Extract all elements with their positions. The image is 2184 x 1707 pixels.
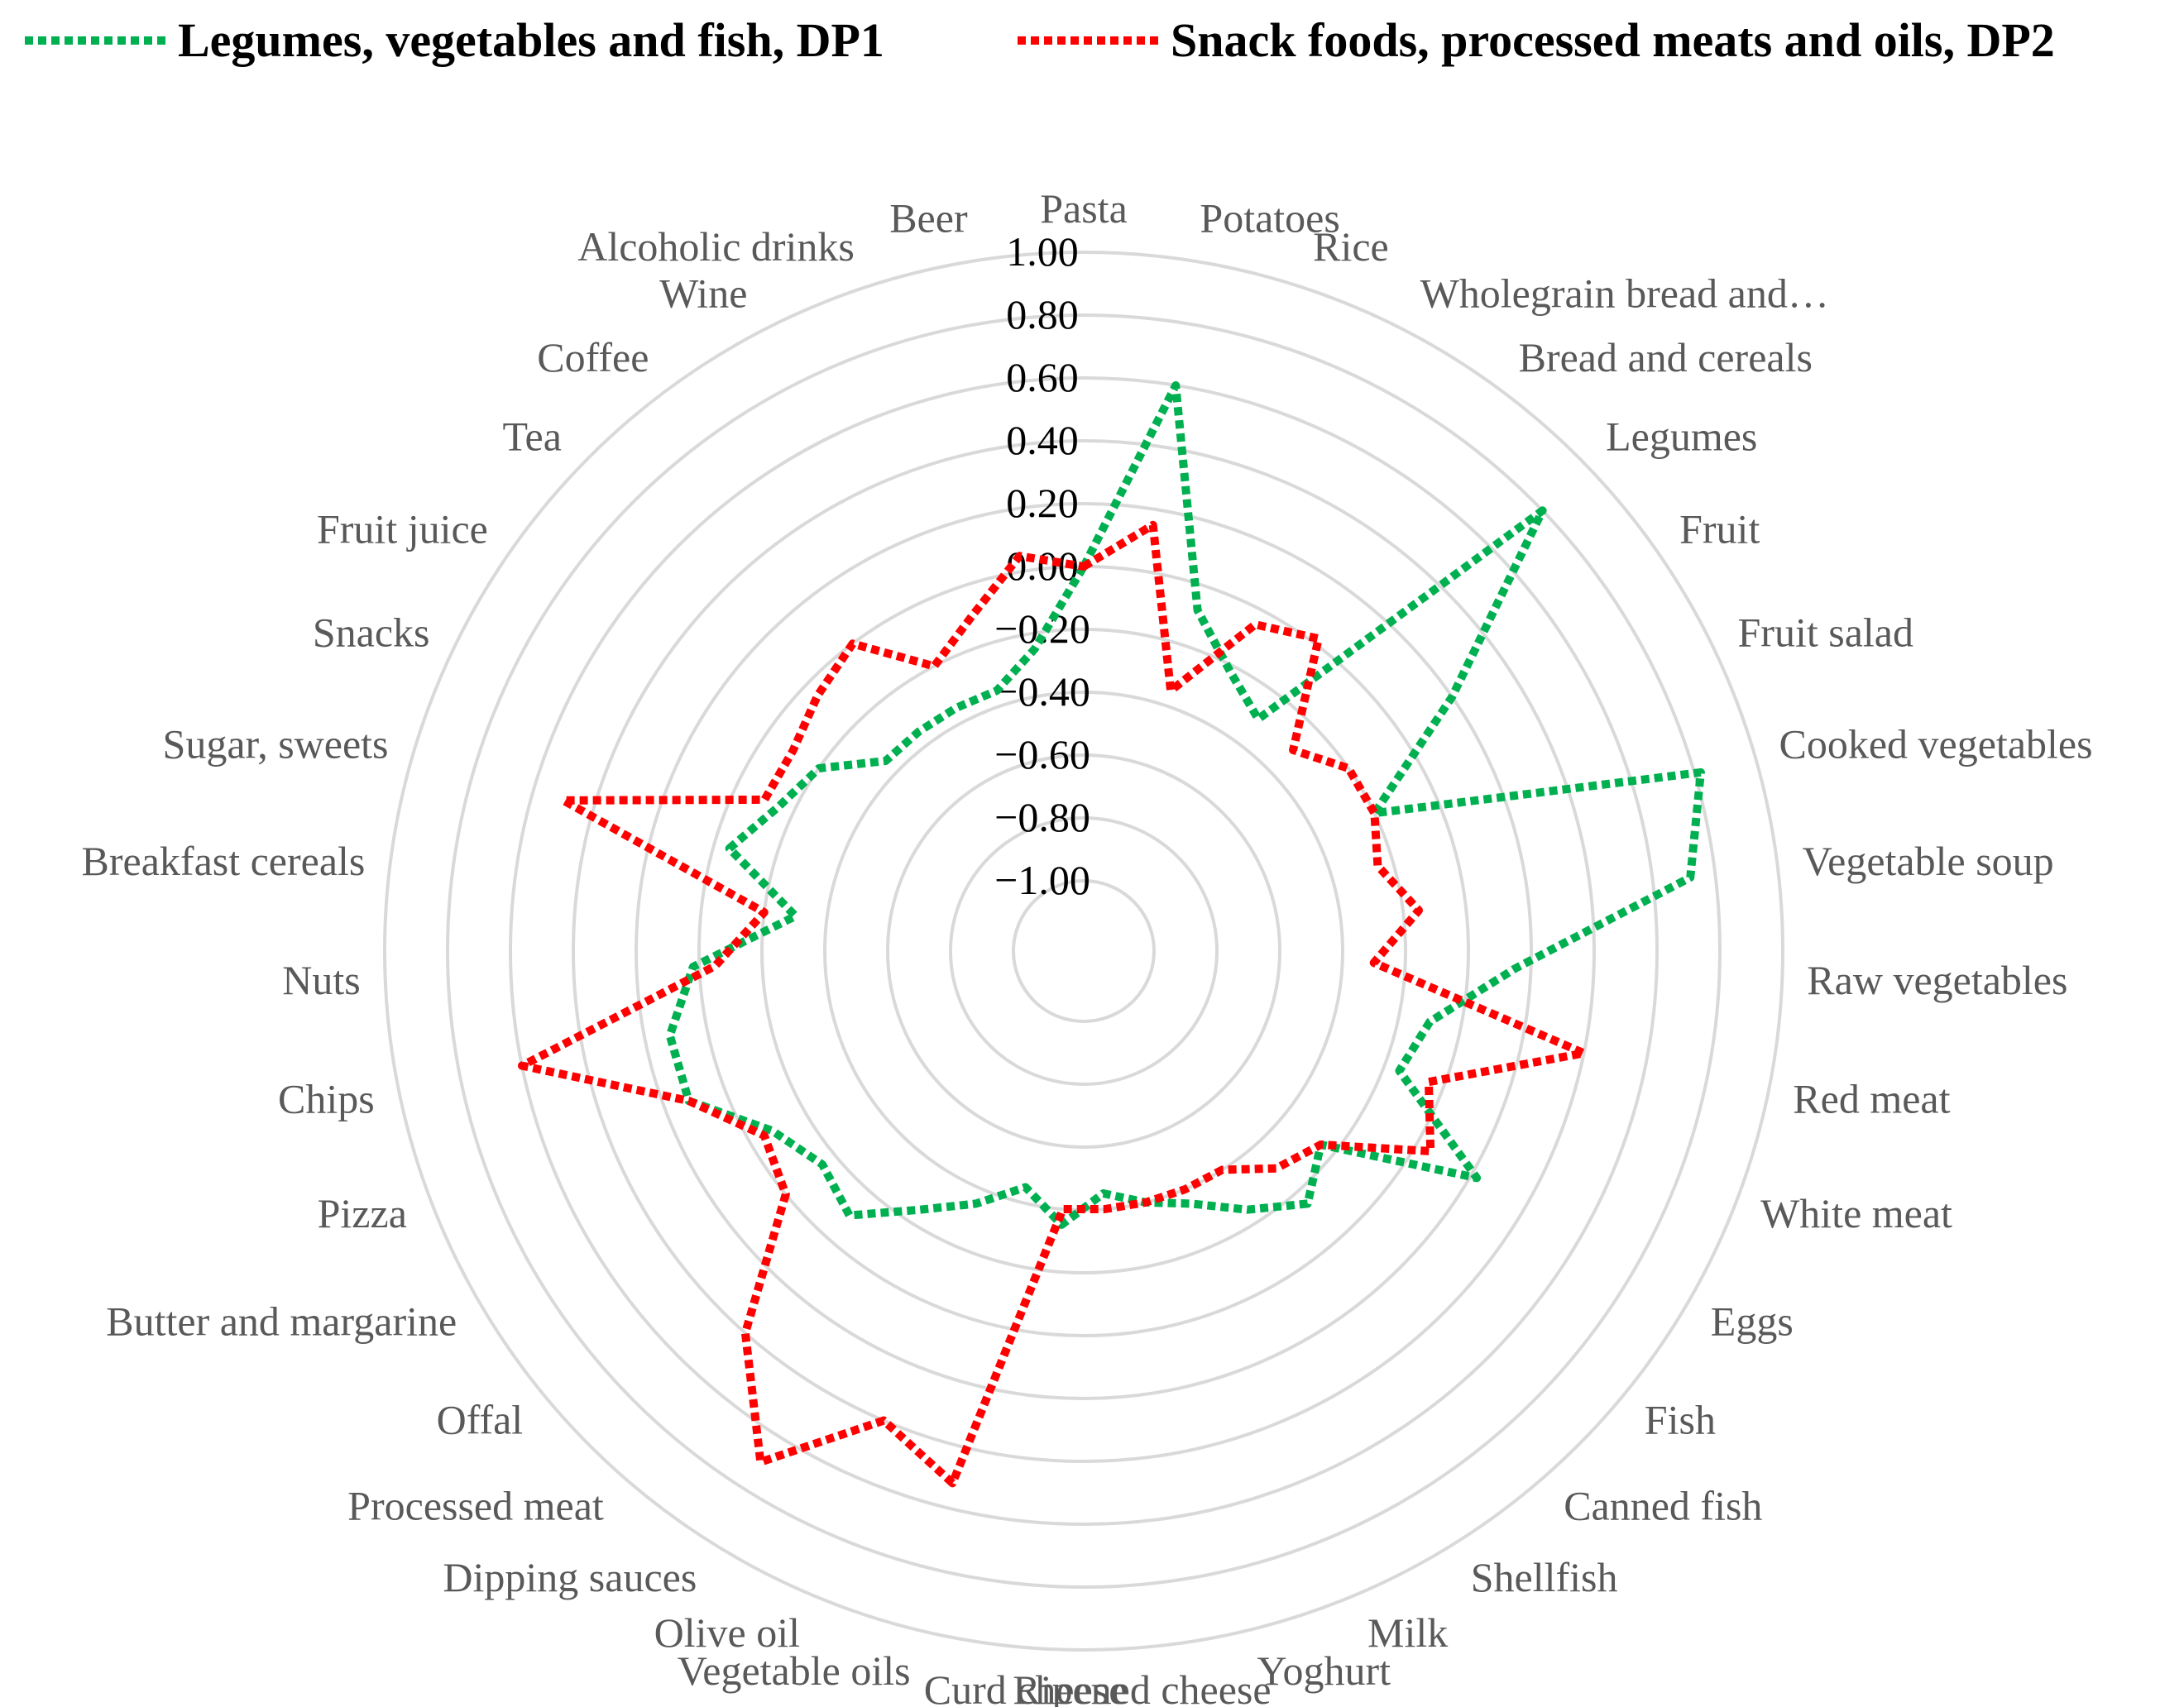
legend: Legumes, vegetables and fish, DP1 Snack … bbox=[25, 13, 2055, 67]
grid-ring bbox=[760, 628, 1407, 1274]
category-label: Beer bbox=[889, 195, 968, 241]
category-label: Wine bbox=[659, 270, 747, 317]
category-label: Olive oil bbox=[654, 1609, 800, 1656]
grid-ring bbox=[1012, 879, 1156, 1023]
category-label: Nuts bbox=[282, 957, 360, 1003]
category-label: Vegetable soup bbox=[1803, 838, 2054, 884]
category-label: Snacks bbox=[313, 610, 430, 656]
category-label: Ripened cheese bbox=[1013, 1666, 1271, 1707]
series-line-dp2 bbox=[518, 520, 1588, 1488]
category-label: Processed meat bbox=[347, 1482, 604, 1528]
grid-ring bbox=[509, 376, 1659, 1526]
category-label: Butter and margarine bbox=[106, 1298, 457, 1345]
category-label: White meat bbox=[1760, 1190, 1952, 1236]
category-label: Shellfish bbox=[1471, 1554, 1618, 1600]
category-label: Eggs bbox=[1711, 1298, 1794, 1345]
category-label: Pasta bbox=[1040, 185, 1128, 232]
category-label: Vegetable oils bbox=[678, 1647, 911, 1694]
category-label: Tea bbox=[502, 414, 561, 460]
tick-label: 0.20 bbox=[1006, 480, 1079, 526]
grid-ring bbox=[383, 251, 1784, 1652]
grid-ring bbox=[446, 313, 1722, 1589]
category-label: Breakfast cereals bbox=[82, 838, 366, 884]
category-label: Fish bbox=[1645, 1396, 1716, 1442]
category-label: Potatoes bbox=[1200, 195, 1339, 241]
category-label: Canned fish bbox=[1564, 1482, 1762, 1528]
category-label: Coffee bbox=[537, 334, 649, 380]
category-label: Alcoholic drinks bbox=[577, 223, 855, 270]
category-label: Raw vegetables bbox=[1807, 957, 2067, 1003]
legend-item-dp2[interactable]: Snack foods, processed meats and oils, D… bbox=[1018, 13, 2055, 67]
category-label: Pizza bbox=[318, 1190, 407, 1236]
category-label: Dipping sauces bbox=[443, 1554, 697, 1600]
category-label: Curd cheese bbox=[924, 1666, 1128, 1707]
category-label: Red meat bbox=[1793, 1075, 1950, 1121]
grid-ring bbox=[572, 439, 1596, 1463]
tick-label: 0.40 bbox=[1006, 417, 1079, 463]
category-label: Cooked vegetables bbox=[1779, 720, 2093, 767]
category-label: Fruit salad bbox=[1738, 610, 1913, 656]
tick-label: 0.80 bbox=[1006, 291, 1079, 337]
tick-label: −0.40 bbox=[994, 668, 1090, 715]
category-label: Fruit juice bbox=[317, 505, 488, 552]
legend-label-dp1: Legumes, vegetables and fish, DP1 bbox=[178, 13, 884, 67]
legend-item-dp1[interactable]: Legumes, vegetables and fish, DP1 bbox=[25, 13, 884, 67]
category-label: Sugar, sweets bbox=[163, 720, 389, 767]
tick-label: −1.00 bbox=[994, 857, 1090, 903]
category-label: Milk bbox=[1367, 1609, 1448, 1656]
category-label: Wholegrain bread and… bbox=[1420, 270, 1829, 317]
tick-label: 1.00 bbox=[1006, 228, 1079, 275]
grid-ring bbox=[635, 502, 1533, 1400]
tick-label: 0.60 bbox=[1006, 354, 1079, 400]
series-lines bbox=[518, 381, 1705, 1488]
category-label: Legumes bbox=[1606, 414, 1757, 460]
grid-ring bbox=[949, 816, 1219, 1086]
category-label: Fruit bbox=[1679, 505, 1760, 552]
category-label: Chips bbox=[278, 1075, 375, 1121]
legend-label-dp2: Snack foods, processed meats and oils, D… bbox=[1171, 13, 2055, 67]
grid-ring bbox=[886, 753, 1281, 1149]
tick-label: −0.60 bbox=[994, 731, 1090, 777]
category-label: Rice bbox=[1313, 223, 1389, 270]
radar-grid bbox=[383, 251, 1784, 1652]
category-label: Yoghurt bbox=[1257, 1647, 1391, 1694]
category-label: Offal bbox=[437, 1396, 524, 1442]
category-label: Bread and cereals bbox=[1519, 334, 1813, 380]
tick-label: −0.80 bbox=[994, 794, 1090, 840]
